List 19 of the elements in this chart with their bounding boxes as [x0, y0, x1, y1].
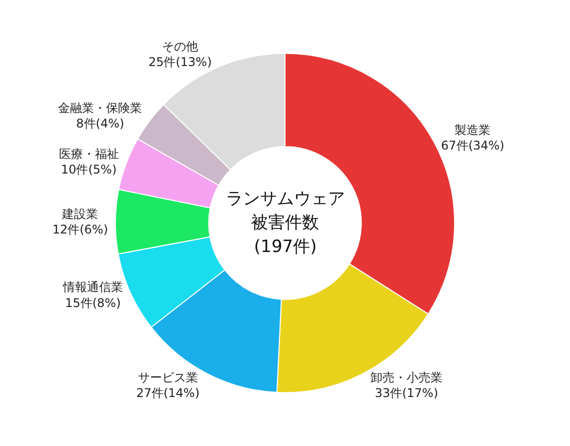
- slice-label: 情報通信業: [62, 280, 123, 294]
- data-label: 10件(5%): [60, 162, 117, 176]
- data-label: 27件(14%): [136, 386, 200, 400]
- slice-label: その他: [162, 39, 198, 54]
- text: (197件): [254, 237, 317, 257]
- data-label: 12件(6%): [52, 222, 108, 236]
- data-label: 67件(34%): [441, 138, 504, 153]
- data-label: 8件(4%): [76, 116, 124, 130]
- slice-label: 金融業・保険業: [58, 100, 142, 115]
- text: 被害件数: [251, 213, 319, 233]
- slice-label: 卸売・小売業: [370, 370, 442, 384]
- data-label: 33件(17%): [374, 386, 438, 400]
- slice-label: 建設業: [61, 206, 98, 221]
- slice-label: 医療・福祉: [58, 146, 119, 161]
- text: ランサムウェア: [226, 189, 345, 209]
- data-label: 15件(8%): [65, 296, 121, 310]
- data-label: 25件(13%): [148, 54, 212, 69]
- slice-label: サービス業: [138, 370, 198, 384]
- slice-label: 製造業: [454, 123, 491, 138]
